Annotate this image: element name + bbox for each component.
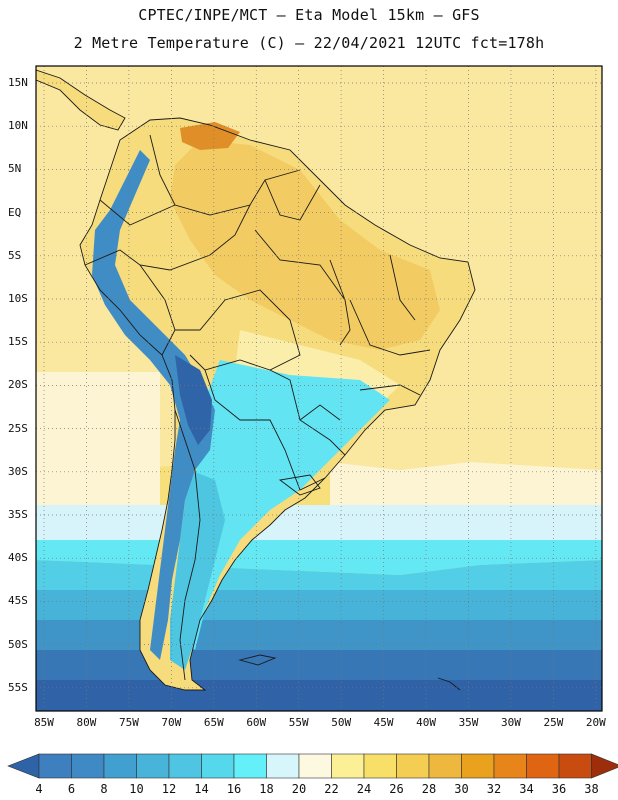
colorbar-tick-label: 38 (584, 782, 599, 796)
lat-label: 50S (8, 637, 28, 651)
land-hotspot-venezuela (180, 122, 240, 150)
lat-label: EQ (8, 205, 22, 219)
colorbar-segment (331, 753, 365, 779)
colorbar-segment (558, 753, 592, 779)
colorbar-high-arrow (591, 753, 618, 779)
colorbar-tick-label: 30 (454, 782, 469, 796)
lat-label: 55S (8, 680, 28, 694)
colorbar-segment (298, 753, 332, 779)
lat-label: 45S (8, 594, 28, 608)
colorbar-tick-label: 26 (389, 782, 404, 796)
lon-label: 30W (501, 716, 521, 729)
colorbar-tick-label: 14 (194, 782, 209, 796)
lat-label: 10N (8, 119, 28, 133)
lon-label: 60W (246, 716, 267, 729)
lat-label: 35S (8, 508, 28, 521)
colorbar-segment (38, 753, 72, 779)
lat-label: 5N (8, 162, 22, 176)
colorbar-tick-label: 32 (486, 782, 502, 796)
lat-label: 10S (8, 292, 28, 305)
lon-label: 50W (331, 716, 352, 729)
colorbar-tick-label: 24 (356, 782, 372, 796)
lon-label: 40W (416, 716, 436, 729)
colorbar-tick-label: 22 (324, 782, 339, 796)
colorbar-tick-label: 18 (259, 782, 274, 796)
ocean-band-10 (36, 620, 602, 650)
colorbar-tick-label: 36 (551, 782, 567, 796)
ocean-band-12 (36, 590, 602, 620)
colorbar-segment (396, 753, 430, 779)
temperature-colorbar (7, 753, 618, 779)
colorbar-tick-label: 4 (35, 782, 43, 796)
colorbar-tick-label: 20 (291, 782, 307, 796)
andes-coldest-core (175, 355, 212, 445)
land-cool-zone (180, 360, 390, 650)
lat-label: 20S (8, 378, 28, 392)
lon-label: 85W (34, 716, 54, 729)
lat-label: 15N (8, 76, 28, 89)
colorbar-tick-label: 28 (421, 782, 437, 796)
lon-label: 20W (585, 716, 606, 729)
ocean-band-6 (36, 680, 602, 711)
colorbar-tick-label: 10 (129, 782, 144, 796)
colorbar-tick-label: 12 (161, 782, 177, 796)
colorbar-segment (493, 753, 527, 779)
lon-label: 45W (373, 716, 394, 729)
ocean-band-18 (36, 505, 602, 540)
chart-title-variable: 2 Metre Temperature (C) – 22/04/2021 12U… (73, 34, 545, 52)
lon-label: 70W (161, 716, 182, 729)
colorbar-segment (71, 753, 105, 779)
lon-label: 65W (203, 716, 224, 729)
map-layers (36, 66, 602, 711)
lon-label: 25W (543, 716, 564, 729)
land-cold-zone (170, 470, 225, 670)
colorbar-tick-label: 16 (226, 782, 242, 796)
colorbar-segment (103, 753, 137, 779)
colorbar-segment (168, 753, 202, 779)
chart-title-model: CPTEC/INPE/MCT – Eta Model 15km – GFS (138, 6, 480, 24)
colorbar-segment (201, 753, 235, 779)
colorbar-segment (461, 753, 495, 779)
lon-label: 80W (76, 716, 97, 729)
lat-label: 30S (8, 464, 28, 478)
colorbar-tick-label: 34 (519, 782, 534, 796)
colorbar-segment (266, 753, 300, 779)
country-borders (36, 69, 476, 691)
colorbar-tick-label: 8 (100, 782, 108, 796)
colorbar-tick-label: 6 (67, 782, 76, 796)
land-hot-zone (170, 140, 440, 350)
central-america-landmass (36, 70, 125, 130)
colorbar-segment (526, 753, 560, 779)
colorbar-segment (136, 753, 170, 779)
colorbar-segment (428, 753, 462, 779)
lat-label: 5S (8, 248, 22, 262)
lat-label: 15S (8, 335, 28, 349)
lat-label: 25S (8, 421, 28, 435)
lon-label: 35W (458, 716, 479, 729)
lon-label: 75W (118, 716, 139, 729)
lat-label: 40S (8, 551, 28, 565)
map-border (35, 65, 603, 712)
colorbar-segment (233, 753, 267, 779)
colorbar-low-arrow (7, 753, 40, 779)
colorbar-segment (363, 753, 397, 779)
lon-label: 55W (288, 716, 309, 729)
ocean-band-8 (36, 650, 602, 680)
